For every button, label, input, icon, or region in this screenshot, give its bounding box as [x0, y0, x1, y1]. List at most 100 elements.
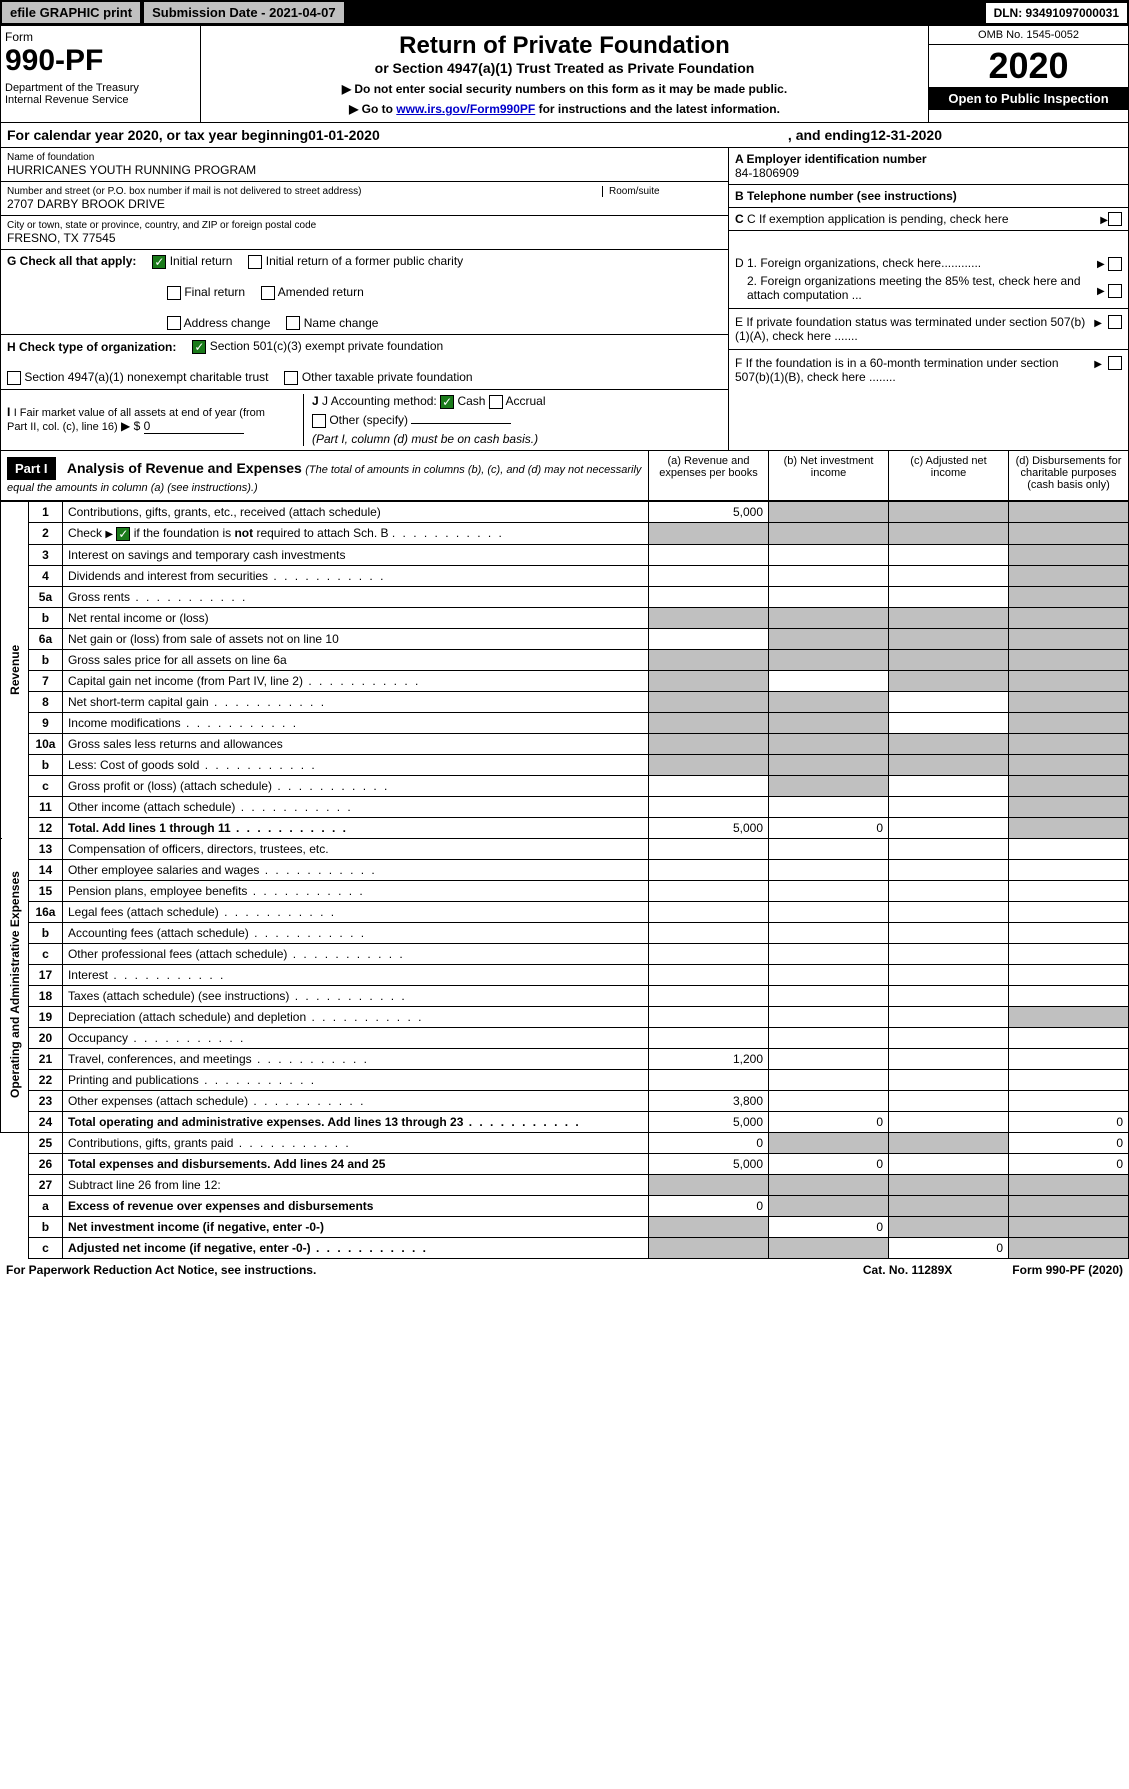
info-left: Name of foundation HURRICANES YOUTH RUNN…: [1, 148, 728, 250]
table-row: 14Other employee salaries and wages: [1, 859, 1129, 880]
header-center: Return of Private Foundation or Section …: [201, 26, 928, 122]
table-row: 5aGross rents: [1, 586, 1129, 607]
501c3-checkbox[interactable]: [192, 340, 206, 354]
open-inspection: Open to Public Inspection: [929, 87, 1128, 110]
table-row: 18Taxes (attach schedule) (see instructi…: [1, 985, 1129, 1006]
j-note: (Part I, column (d) must be on cash basi…: [312, 432, 722, 446]
form-number: 990-PF: [5, 44, 196, 78]
accrual-checkbox[interactable]: [489, 395, 503, 409]
table-row: 2Check if the foundation is not required…: [1, 522, 1129, 544]
table-row: 17Interest: [1, 964, 1129, 985]
schb-checkbox[interactable]: [116, 527, 130, 541]
otheracct-checkbox[interactable]: [312, 414, 326, 428]
g-final: Final return: [184, 285, 245, 299]
foundation-city: FRESNO, TX 77545: [7, 231, 116, 245]
header-right: OMB No. 1545-0052 2020 Open to Public In…: [928, 26, 1128, 122]
table-row: cAdjusted net income (if negative, enter…: [1, 1237, 1129, 1258]
j-accrual: Accrual: [506, 394, 546, 408]
i-value: 0: [144, 419, 244, 434]
table-row: Operating and Administrative Expenses 13…: [1, 838, 1129, 859]
form-title: Return of Private Foundation: [207, 32, 922, 60]
col-b-head: (b) Net investment income: [768, 451, 888, 500]
arrow-icon: [1100, 212, 1108, 226]
part1-heading: Analysis of Revenue and Expenses: [67, 460, 302, 476]
table-row: 22Printing and publications: [1, 1069, 1129, 1090]
amended-checkbox[interactable]: [261, 286, 275, 300]
i-prefix: ▶ $: [121, 419, 140, 433]
h-other: Other taxable private foundation: [302, 370, 473, 384]
initial-checkbox[interactable]: [152, 255, 166, 269]
revenue-side: Revenue: [1, 501, 29, 838]
table-row: 7Capital gain net income (from Part IV, …: [1, 670, 1129, 691]
table-row: Revenue 1 Contributions, gifts, grants, …: [1, 501, 1129, 522]
form-header: Form 990-PF Department of the Treasury I…: [0, 25, 1129, 123]
othertax-checkbox[interactable]: [284, 371, 298, 385]
footer-left: For Paperwork Reduction Act Notice, see …: [6, 1263, 316, 1277]
pending-checkbox[interactable]: [1108, 212, 1122, 226]
table-row: aExcess of revenue over expenses and dis…: [1, 1195, 1129, 1216]
namechg-checkbox[interactable]: [286, 316, 300, 330]
irs-link[interactable]: www.irs.gov/Form990PF: [396, 102, 535, 116]
table-row: bNet rental income or (loss): [1, 607, 1129, 628]
j-cash: Cash: [457, 394, 485, 408]
col-c-head: (c) Adjusted net income: [888, 451, 1008, 500]
info-right: A Employer identification number 84-1806…: [728, 148, 1128, 250]
table-row: 12Total. Add lines 1 through 115,0000: [1, 817, 1129, 838]
part1-header: Part I Analysis of Revenue and Expenses …: [0, 451, 1129, 501]
efile-button[interactable]: efile GRAPHIC print: [2, 2, 140, 23]
col-d-head: (d) Disbursements for charitable purpose…: [1008, 451, 1128, 500]
cal-begin: 01-01-2020: [308, 127, 380, 143]
note2-post: for instructions and the latest informat…: [535, 102, 780, 116]
ghi-def-section: G Check all that apply: Initial return I…: [0, 250, 1129, 451]
g-address: Address change: [184, 316, 271, 330]
table-row: bAccounting fees (attach schedule): [1, 922, 1129, 943]
part1-title: Part I: [7, 457, 56, 480]
h-4947: Section 4947(a)(1) nonexempt charitable …: [24, 370, 268, 384]
g-label: G Check all that apply:: [7, 254, 136, 268]
table-row: 9Income modifications: [1, 712, 1129, 733]
table-row: 25Contributions, gifts, grants paid00: [1, 1132, 1129, 1153]
table-row: 10aGross sales less returns and allowanc…: [1, 733, 1129, 754]
g-initial-former: Initial return of a former public charit…: [266, 254, 463, 268]
g-amended: Amended return: [278, 285, 364, 299]
part1-table: Revenue 1 Contributions, gifts, grants, …: [0, 501, 1129, 1259]
e-checkbox[interactable]: [1108, 315, 1122, 329]
d2-checkbox[interactable]: [1108, 284, 1122, 298]
submission-date: Submission Date - 2021-04-07: [144, 2, 344, 23]
table-row: 4Dividends and interest from securities: [1, 565, 1129, 586]
arrow-icon: [1097, 256, 1105, 270]
top-bar: efile GRAPHIC print Submission Date - 20…: [0, 0, 1129, 25]
amt-a: 5,000: [649, 501, 769, 522]
cash-checkbox[interactable]: [440, 395, 454, 409]
footer-right: Form 990-PF (2020): [1012, 1263, 1123, 1277]
note2-pre: ▶ Go to: [349, 102, 396, 116]
d1-checkbox[interactable]: [1108, 257, 1122, 271]
4947-checkbox[interactable]: [7, 371, 21, 385]
cal-end: 12-31-2020: [870, 127, 942, 143]
table-row: bNet investment income (if negative, ent…: [1, 1216, 1129, 1237]
g-namechg: Name change: [304, 316, 379, 330]
table-row: 24Total operating and administrative exp…: [1, 1111, 1129, 1132]
page-footer: For Paperwork Reduction Act Notice, see …: [0, 1259, 1129, 1281]
amt-d: [1009, 501, 1129, 522]
h-501c3: Section 501(c)(3) exempt private foundat…: [210, 339, 443, 353]
row-num: 1: [28, 501, 62, 522]
note-ssn: ▶ Do not enter social security numbers o…: [207, 82, 922, 96]
info-block: Name of foundation HURRICANES YOUTH RUNN…: [0, 148, 1129, 250]
room-label: Room/suite: [609, 186, 722, 197]
city-label: City or town, state or province, country…: [7, 220, 316, 231]
d1-text: D 1. Foreign organizations, check here..…: [735, 256, 1091, 270]
f-checkbox[interactable]: [1108, 356, 1122, 370]
tel-label: B Telephone number (see instructions): [735, 189, 957, 203]
addr-label: Number and street (or P.O. box number if…: [7, 186, 602, 197]
arrow-icon: [1094, 315, 1102, 329]
final-checkbox[interactable]: [167, 286, 181, 300]
def-right: D 1. Foreign organizations, check here..…: [728, 250, 1128, 450]
address-checkbox[interactable]: [167, 316, 181, 330]
table-row: bLess: Cost of goods sold: [1, 754, 1129, 775]
initial-former-checkbox[interactable]: [248, 255, 262, 269]
h-label: H Check type of organization:: [7, 340, 176, 354]
j-other: Other (specify): [329, 413, 408, 427]
table-row: 21Travel, conferences, and meetings1,200: [1, 1048, 1129, 1069]
cal-text2: , and ending: [788, 127, 870, 143]
